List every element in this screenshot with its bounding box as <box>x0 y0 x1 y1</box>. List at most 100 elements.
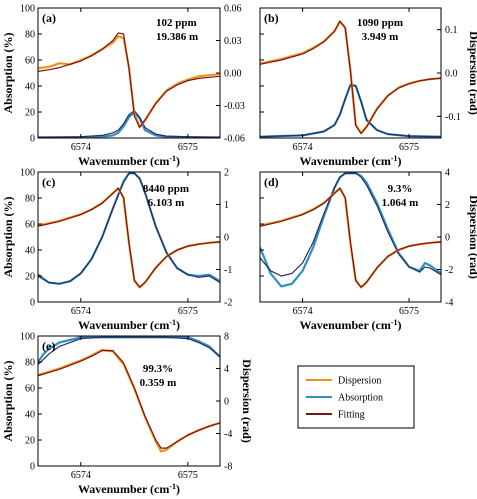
panel-annotation: 9.3% <box>388 183 413 195</box>
panel-c: 0 20 40 60 80 100 -2 -1 0 1 2 6574 6575 (c) 8440 ppm 6.… <box>1 168 232 333</box>
left-tick-label: 80 <box>25 194 35 205</box>
right-axis-label: Dispersion (rad) <box>467 195 477 279</box>
right-tick-label: 0.00 <box>224 69 242 80</box>
series-fitting-absorption <box>260 84 441 138</box>
panel-annotation: 99.3% <box>143 363 173 375</box>
series-group <box>260 172 441 289</box>
panel-label: (d) <box>264 175 279 189</box>
x-axis-label: Wavenumber (cm-1) <box>299 154 401 168</box>
right-axis-label: Dispersion (rad) <box>467 31 477 115</box>
left-tick-label: 60 <box>25 384 35 395</box>
right-tick-label: 0.06 <box>224 4 242 15</box>
right-axis-label: Dispersion (rad) <box>240 359 254 443</box>
right-tick-label: 0.1 <box>445 25 458 36</box>
left-tick-label: 40 <box>25 410 35 421</box>
panel-annotation: 102 ppm <box>156 17 197 29</box>
right-tick-label: -2 <box>445 265 453 276</box>
series-absorption <box>38 172 220 285</box>
series-fitting-absorption <box>38 172 220 285</box>
right-tick-label: -4 <box>445 298 453 309</box>
panel-d: -4 -2 0 2 4 6574 6575 (d) 9.3% 1.064 m Wavenumber … <box>259 168 477 332</box>
left-tick-label: 60 <box>25 56 35 67</box>
x-axis-label: Wavenumber (cm-1) <box>78 318 180 332</box>
series-group <box>260 20 441 138</box>
right-tick-label: -0.06 <box>224 134 245 145</box>
series-dispersion <box>38 348 220 453</box>
left-tick-label: 100 <box>20 168 35 179</box>
panel-annotation: 1090 ppm <box>357 17 403 29</box>
plot-frame <box>37 335 221 467</box>
right-tick-label: 2 <box>224 168 229 179</box>
series-fitting-absorption <box>260 172 441 277</box>
left-tick-label: 80 <box>25 358 35 369</box>
left-tick-label: 0 <box>30 134 35 145</box>
left-axis-label: Absorption (%) <box>1 32 15 113</box>
series-fitting <box>38 350 220 449</box>
x-axis-label: Wavenumber (cm-1) <box>78 482 180 496</box>
right-tick-label: 4 <box>445 168 450 179</box>
panel-annotation: 3.949 m <box>362 31 399 43</box>
panel-label: (e) <box>42 339 55 353</box>
right-tick-label: 1 <box>224 200 229 211</box>
left-tick-label: 20 <box>25 272 35 283</box>
left-tick-label: 100 <box>20 332 35 343</box>
left-tick-label: 80 <box>25 30 35 41</box>
left-tick-label: 40 <box>25 246 35 257</box>
x-tick-label: 6574 <box>293 142 313 153</box>
right-tick-label: 4 <box>224 364 229 375</box>
panel-annotation: 1.064 m <box>382 197 419 209</box>
x-tick-label: 6575 <box>178 306 198 317</box>
x-tick-label: 6574 <box>71 470 91 481</box>
series-absorption <box>38 110 220 138</box>
x-tick-label: 6575 <box>178 470 198 481</box>
series-fitting-absorption <box>38 336 220 366</box>
x-axis-label: Wavenumber (cm-1) <box>299 318 401 332</box>
left-tick-label: 40 <box>25 82 35 93</box>
x-tick-label: 6575 <box>399 306 419 317</box>
panel-label: (b) <box>264 11 279 25</box>
left-tick-label: 100 <box>20 4 35 15</box>
right-tick-label: 0.0 <box>445 69 458 80</box>
x-tick-label: 6575 <box>399 142 419 153</box>
left-axis-label: Absorption (%) <box>1 196 15 277</box>
panel-annotation: 0.359 m <box>140 377 177 389</box>
x-tick-label: 6574 <box>293 306 313 317</box>
series-group <box>38 336 220 453</box>
right-tick-label: -0.1 <box>445 112 461 123</box>
legend-label-fitting: Fitting <box>338 410 365 421</box>
right-tick-label: 0 <box>445 233 450 244</box>
right-tick-label: 0 <box>224 233 229 244</box>
right-tick-label: 0 <box>224 397 229 408</box>
series-group <box>38 32 220 138</box>
right-tick-label: -4 <box>224 429 232 440</box>
panel-a: 0 20 40 60 80 100 -0.06 -0.03 0.00 0.03 0.06 6574 65… <box>1 4 245 169</box>
right-tick-label: -8 <box>224 462 232 473</box>
series-group <box>38 172 220 289</box>
x-tick-label: 6574 <box>71 142 91 153</box>
right-tick-label: 8 <box>224 332 229 343</box>
series-fitting <box>38 32 220 128</box>
right-tick-label: -0.03 <box>224 101 245 112</box>
left-tick-label: 20 <box>25 436 35 447</box>
x-tick-label: 6575 <box>178 142 198 153</box>
panel-b: -0.1 0.0 0.1 6574 6575 (b) 1090 ppm 3.949 m Wave… <box>259 7 477 168</box>
series-absorption <box>260 83 441 138</box>
series-fitting <box>38 187 220 288</box>
left-tick-label: 0 <box>30 462 35 473</box>
series-fitting <box>260 187 441 288</box>
left-tick-label: 20 <box>25 108 35 119</box>
x-tick-label: 6574 <box>71 306 91 317</box>
right-tick-label: 0.03 <box>224 36 242 47</box>
panel-annotation: 6.103 m <box>148 197 185 209</box>
panel-e: 0 20 40 60 80 100 -8 -4 0 4 8 6574 6575 (e) 99.3% 0.359… <box>1 332 254 497</box>
right-tick-label: -2 <box>224 298 232 309</box>
left-axis-label: Absorption (%) <box>1 360 15 441</box>
legend: Dispersion Absorption Fitting <box>297 365 415 429</box>
panel-label: (a) <box>42 11 56 25</box>
right-tick-label: -1 <box>224 265 232 276</box>
series-fitting <box>260 20 441 135</box>
x-axis-label: Wavenumber (cm-1) <box>78 154 180 168</box>
series-fitting-absorption <box>38 110 220 138</box>
left-tick-label: 60 <box>25 220 35 231</box>
legend-label-dispersion: Dispersion <box>338 376 381 387</box>
